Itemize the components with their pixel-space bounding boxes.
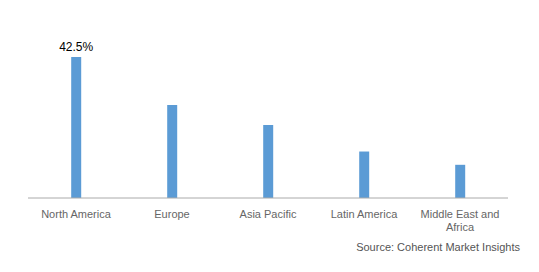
svg-text:Middle East andAfrica: Middle East andAfrica [421,208,500,233]
svg-text:Europe: Europe [154,208,189,220]
svg-text:42.5%: 42.5% [59,40,93,54]
svg-text:Asia Pacific: Asia Pacific [240,208,297,220]
html-text:Source: Coherent Market Insigh: Source: Coherent Market Insights [356,241,520,253]
svg-text:North America: North America [41,208,112,220]
svg-text:Latin America: Latin America [331,208,399,220]
